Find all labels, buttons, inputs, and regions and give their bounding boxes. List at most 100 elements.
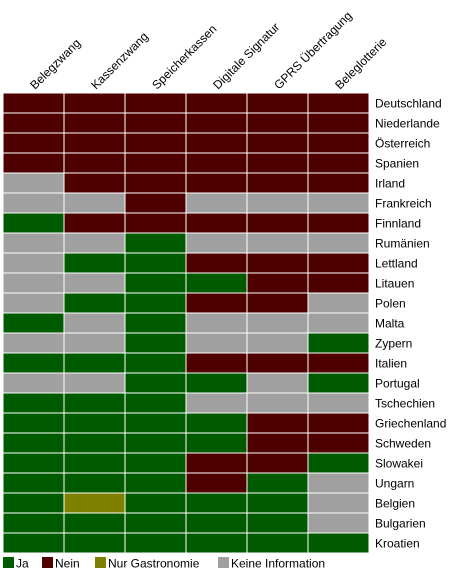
heatmap-cell: [124, 512, 187, 534]
heatmap-cell: [124, 232, 187, 254]
legend-swatch: [218, 557, 229, 568]
heatmap-cell: [185, 392, 248, 414]
heatmap-cell: [63, 432, 126, 454]
heatmap-cell: [307, 192, 370, 214]
heatmap-cell: [185, 252, 248, 274]
heatmap-cell: [307, 432, 370, 454]
heatmap-cell: [2, 212, 65, 234]
heatmap-cell: [185, 152, 248, 174]
heatmap-cell: [2, 332, 65, 354]
row-label: Polen: [375, 297, 406, 311]
heatmap-cell: [246, 292, 309, 314]
row-label: Irland: [375, 177, 405, 191]
heatmap-cell: [307, 212, 370, 234]
heatmap-cell: [124, 252, 187, 274]
heatmap-cell: [307, 232, 370, 254]
heatmap-cell: [2, 232, 65, 254]
heatmap-cell: [185, 472, 248, 494]
heatmap-cell: [2, 92, 65, 114]
heatmap-cell: [63, 512, 126, 534]
heatmap-cell: [2, 492, 65, 514]
heatmap-cell: [307, 352, 370, 374]
heatmap-cell: [185, 292, 248, 314]
heatmap-cell: [307, 172, 370, 194]
heatmap-cell: [185, 432, 248, 454]
heatmap-cell: [63, 312, 126, 334]
heatmap-cell: [246, 172, 309, 194]
heatmap-cell: [246, 532, 309, 554]
heatmap-cell: [246, 152, 309, 174]
heatmap-cell: [185, 352, 248, 374]
heatmap-cell: [185, 332, 248, 354]
heatmap-cell: [185, 132, 248, 154]
heatmap-cell: [185, 372, 248, 394]
heatmap-cell: [124, 432, 187, 454]
heatmap-cell: [63, 252, 126, 274]
heatmap-cell: [63, 112, 126, 134]
heatmap-cell: [124, 412, 187, 434]
heatmap-cell: [307, 292, 370, 314]
heatmap-cell: [185, 412, 248, 434]
heatmap-cell: [246, 112, 309, 134]
heatmap-cell: [2, 512, 65, 534]
heatmap-cell: [307, 492, 370, 514]
heatmap-cell: [63, 452, 126, 474]
heatmap-cell: [63, 172, 126, 194]
heatmap-cell: [63, 92, 126, 114]
row-label: Bulgarien: [375, 517, 426, 531]
heatmap-cell: [246, 212, 309, 234]
heatmap-cell: [63, 292, 126, 314]
row-label: Schweden: [375, 437, 431, 451]
legend-label: Nur Gastronomie: [108, 557, 200, 571]
heatmap-cell: [307, 272, 370, 294]
heatmap-cell: [185, 112, 248, 134]
row-label: Tschechien: [375, 397, 435, 411]
heatmap-cell: [246, 452, 309, 474]
heatmap-cell: [2, 392, 65, 414]
heatmap-cell: [307, 332, 370, 354]
row-label: Österreich: [375, 137, 430, 151]
heatmap-cell: [63, 412, 126, 434]
heatmap-cell: [246, 372, 309, 394]
heatmap-cell: [2, 432, 65, 454]
heatmap-cell: [63, 152, 126, 174]
row-label: Deutschland: [375, 97, 442, 111]
heatmap-cell: [307, 132, 370, 154]
row-label: Griechenland: [375, 417, 446, 431]
heatmap-cell: [124, 492, 187, 514]
row-label: Kroatien: [375, 537, 420, 551]
heatmap-cell: [246, 492, 309, 514]
heatmap-cell: [63, 332, 126, 354]
row-label: Lettland: [375, 257, 418, 271]
heatmap-cell: [307, 112, 370, 134]
heatmap-cell: [185, 312, 248, 334]
heatmap-cell: [307, 412, 370, 434]
heatmap-cell: [185, 512, 248, 534]
row-label: Zypern: [375, 337, 412, 351]
heatmap-cell: [307, 452, 370, 474]
heatmap-cell: [307, 152, 370, 174]
heatmap-cell: [307, 312, 370, 334]
heatmap-cell: [246, 312, 309, 334]
row-label: Frankreich: [375, 197, 432, 211]
heatmap-cell: [2, 372, 65, 394]
heatmap-cell: [246, 412, 309, 434]
heatmap-cell: [246, 272, 309, 294]
heatmap-cell: [246, 92, 309, 114]
heatmap-cell: [63, 232, 126, 254]
heatmap-cell: [124, 452, 187, 474]
heatmap-cell: [63, 472, 126, 494]
heatmap-cell: [124, 132, 187, 154]
row-labels: Deutschland Niederlande Österreich Spanien I…: [375, 97, 446, 551]
heatmap-cell: [246, 512, 309, 534]
heatmap-cell: [2, 192, 65, 214]
heatmap-cell: [246, 192, 309, 214]
heatmap-cell: [246, 332, 309, 354]
heatmap-cell: [2, 472, 65, 494]
heatmap-cell: [63, 352, 126, 374]
heatmap-cell: [2, 132, 65, 154]
heatmap-cell: [63, 192, 126, 214]
heatmap-cell: [307, 392, 370, 414]
heatmap-cell: [2, 252, 65, 274]
column-label: Kassenzwang: [88, 29, 151, 92]
